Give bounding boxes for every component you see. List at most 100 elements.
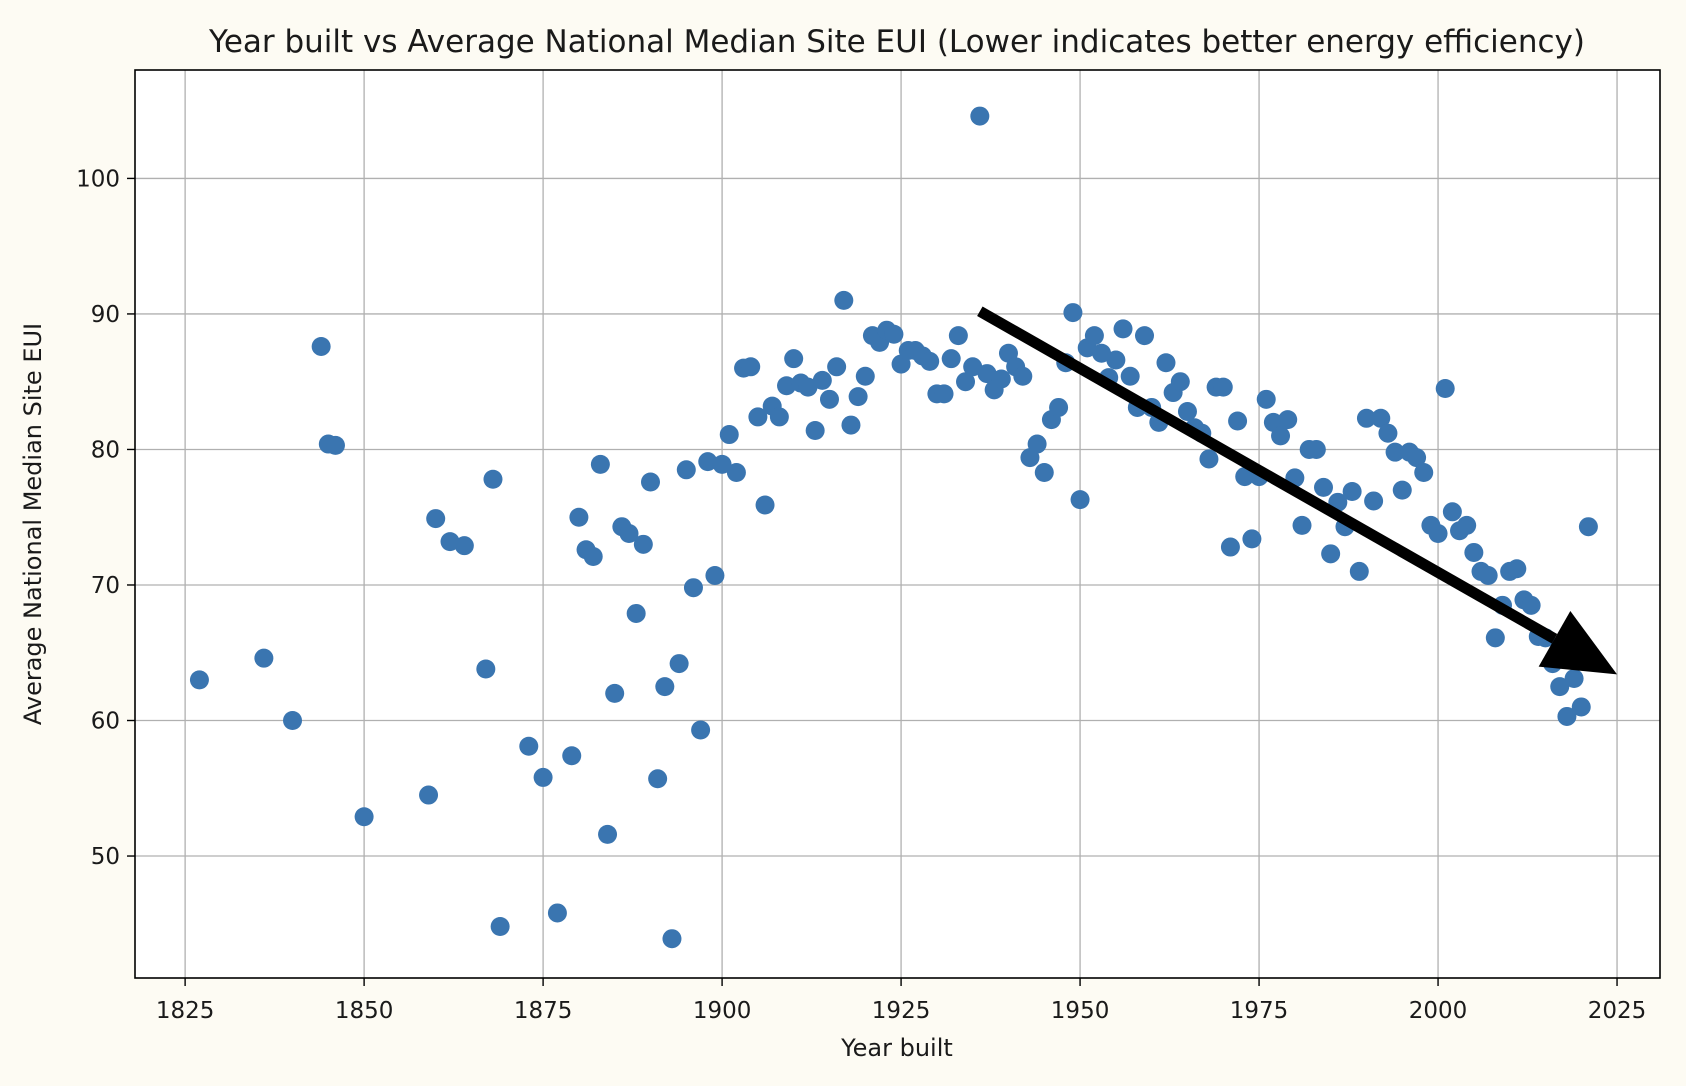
x-axis-title: Year built: [840, 1034, 953, 1062]
y-tick-label: 100: [76, 166, 120, 192]
y-tick-label: 70: [91, 573, 120, 599]
data-point: [963, 357, 983, 377]
x-tick-label: 1925: [872, 998, 931, 1024]
data-point: [562, 746, 582, 766]
data-point: [741, 357, 761, 377]
x-tick-label: 1850: [335, 998, 394, 1024]
data-point: [648, 769, 668, 789]
data-point: [827, 357, 847, 377]
x-tick-label: 1900: [693, 998, 752, 1024]
data-point: [1213, 377, 1233, 397]
axis-ticks: 1825 1850 1875 1900 1925 1950 1975 2000 2025 50 60…: [76, 166, 1646, 1024]
data-point: [590, 454, 610, 474]
data-point: [1442, 502, 1462, 522]
trend-arrow-shaft: [977, 306, 1558, 644]
data-point: [1428, 523, 1448, 543]
data-point: [691, 720, 711, 740]
data-point: [812, 370, 832, 390]
data-point: [569, 507, 589, 527]
x-tick-label: 1875: [514, 998, 573, 1024]
data-point: [1292, 515, 1312, 535]
data-point: [426, 509, 446, 529]
x-tick-label: 2000: [1409, 998, 1468, 1024]
data-point: [626, 603, 646, 623]
data-point: [1321, 544, 1341, 564]
data-point: [454, 536, 474, 556]
data-point: [1049, 397, 1069, 417]
data-point: [419, 785, 439, 805]
data-point: [1034, 463, 1054, 483]
data-point: [633, 534, 653, 554]
data-point: [254, 648, 274, 668]
data-point: [1135, 326, 1155, 346]
data-point: [719, 425, 739, 445]
data-point: [705, 565, 725, 585]
y-tick-label: 50: [91, 844, 120, 870]
data-point: [640, 472, 660, 492]
data-point: [1356, 408, 1376, 428]
data-point: [1027, 434, 1047, 454]
data-point: [598, 824, 618, 844]
data-point: [805, 420, 825, 440]
data-point: [354, 807, 374, 827]
data-point: [325, 435, 345, 455]
x-tick-label: 1950: [1051, 998, 1110, 1024]
x-tick-label: 1975: [1230, 998, 1289, 1024]
data-point: [669, 654, 689, 674]
data-point: [1220, 537, 1240, 557]
data-point: [1278, 410, 1298, 430]
data-point: [1571, 697, 1591, 717]
data-point: [1464, 542, 1484, 562]
data-point: [1557, 706, 1577, 726]
data-point: [547, 903, 567, 923]
data-point: [1084, 326, 1104, 346]
y-axis-title: Average National Median Site EUI: [19, 323, 47, 725]
data-point: [819, 389, 839, 409]
data-point: [1235, 467, 1255, 487]
data-point: [1106, 350, 1126, 370]
data-point: [490, 917, 510, 937]
data-point: [1113, 319, 1133, 339]
data-point: [619, 523, 639, 543]
data-point: [1228, 411, 1248, 431]
data-point: [1485, 628, 1505, 648]
data-point: [834, 290, 854, 310]
data-point: [1177, 402, 1197, 422]
chart-title: Year built vs Average National Median Si…: [208, 24, 1585, 60]
data-point: [1349, 561, 1369, 581]
data-point: [1156, 353, 1176, 373]
data-point: [1364, 491, 1384, 511]
data-point: [784, 349, 804, 369]
data-point: [712, 454, 732, 474]
data-point: [970, 106, 990, 126]
data-point: [605, 683, 625, 703]
data-point: [855, 366, 875, 386]
data-point: [476, 659, 496, 679]
data-point: [1578, 517, 1598, 537]
x-tick-label: 2025: [1588, 998, 1647, 1024]
y-tick-label: 90: [91, 302, 120, 328]
data-point: [920, 351, 940, 371]
data-point: [1092, 343, 1112, 363]
data-point: [1271, 426, 1291, 446]
data-points: [189, 106, 1598, 949]
data-point: [848, 387, 868, 407]
data-point: [777, 376, 797, 396]
data-point: [1392, 480, 1412, 500]
y-tick-label: 60: [91, 709, 120, 735]
data-point: [189, 670, 209, 690]
data-point: [1070, 490, 1090, 510]
data-point: [1414, 463, 1434, 483]
data-point: [1478, 565, 1498, 585]
data-point: [1407, 448, 1427, 468]
plot-area: [135, 70, 1660, 978]
data-point: [726, 463, 746, 483]
data-point: [1306, 439, 1326, 459]
data-point: [1242, 529, 1262, 549]
data-point: [1199, 449, 1219, 469]
data-point: [1313, 477, 1333, 497]
data-point: [662, 929, 682, 949]
data-point: [1120, 366, 1140, 386]
